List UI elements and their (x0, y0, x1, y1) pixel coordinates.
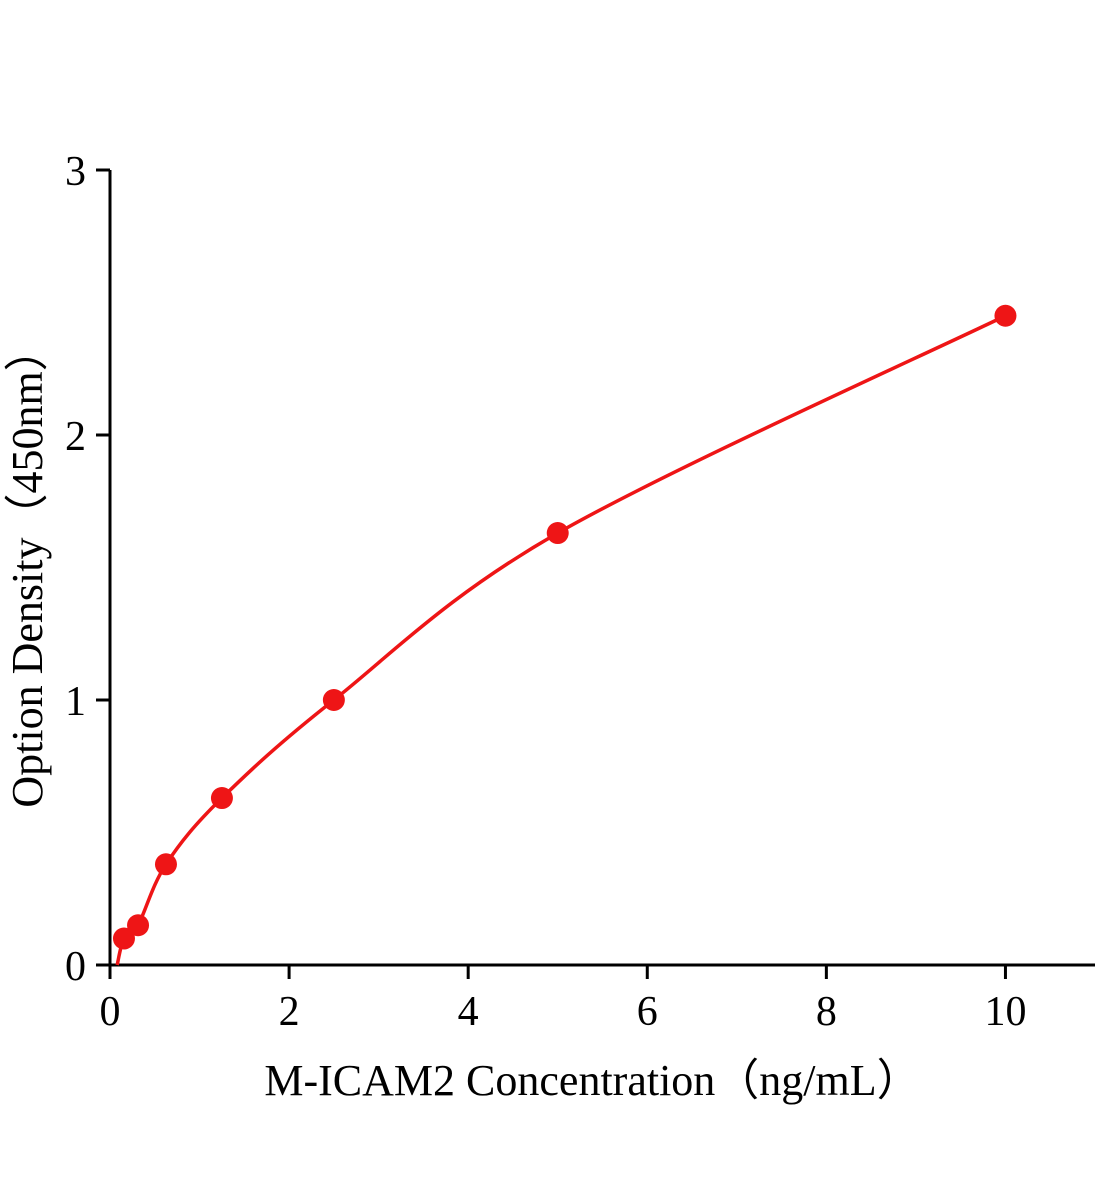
x-tick-label: 8 (816, 989, 837, 1035)
x-tick-label: 0 (100, 989, 121, 1035)
y-tick-label: 2 (65, 414, 86, 460)
data-point (154, 853, 177, 876)
data-point (994, 304, 1017, 327)
x-tick-label: 2 (279, 989, 300, 1035)
data-point (127, 914, 150, 937)
x-tick-label: 4 (458, 989, 479, 1035)
data-point (322, 689, 345, 711)
data-point (210, 787, 233, 810)
y-axis-title: Option Density（450nm） (3, 327, 52, 807)
data-point (112, 927, 135, 950)
y-tick-label: 1 (65, 679, 86, 725)
y-tick-label: 3 (65, 149, 86, 195)
chart-series (112, 304, 1017, 966)
x-tick-label: 10 (984, 989, 1026, 1035)
chart-axes: 0 2 4 6 8 10 0 1 2 3 (65, 149, 1095, 1035)
curve-line (115, 314, 1007, 966)
y-tick-label: 0 (65, 944, 86, 990)
x-axis-title: M-ICAM2 Concentration（ng/mL） (264, 1056, 920, 1105)
x-tick-label: 6 (637, 989, 658, 1035)
data-point (546, 522, 569, 545)
